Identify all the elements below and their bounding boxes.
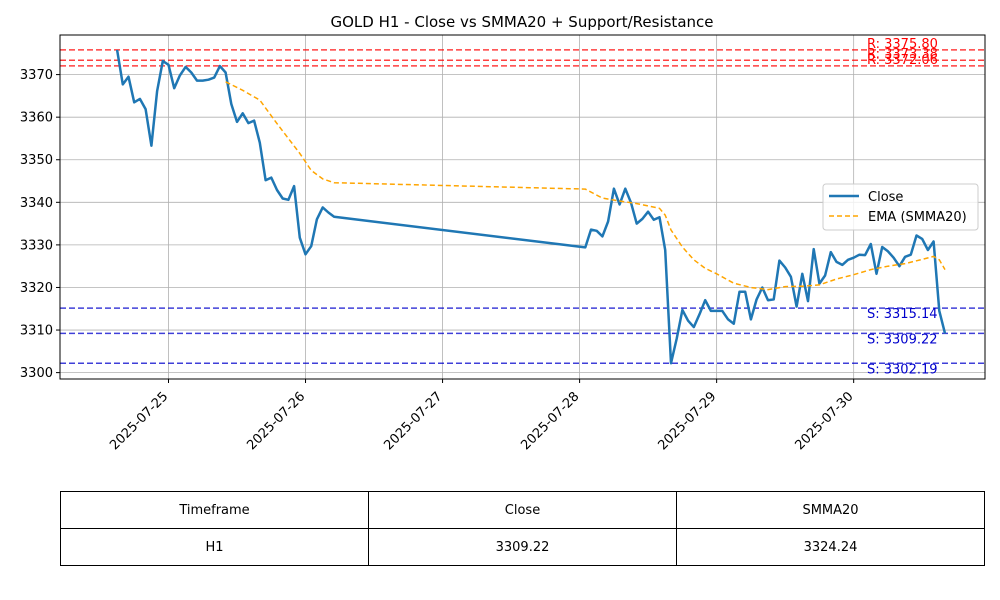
chart: R: 3375.80R: 3373.38R: 3372.06 S: 3315.14… — [0, 0, 1000, 480]
legend-smma-label: EMA (SMMA20) — [868, 210, 967, 225]
table-header-row: Timeframe Close SMMA20 — [60, 491, 985, 529]
series — [115, 49, 947, 365]
legend: Close EMA (SMMA20) — [822, 183, 979, 231]
y-tick-label: 3330 — [20, 238, 53, 253]
table-cell: 3324.24 — [676, 528, 985, 566]
table-cell: H1 — [60, 528, 369, 566]
resistance-label: R: 3372.06 — [867, 53, 938, 68]
table-header-cell: SMMA20 — [676, 491, 985, 529]
support-label: S: 3309.22 — [867, 332, 938, 347]
table-row: H1 3309.22 3324.24 — [60, 528, 985, 566]
table-header-cell: Timeframe — [60, 491, 369, 529]
support-label: S: 3315.14 — [867, 307, 938, 322]
y-tick-label: 3320 — [20, 281, 53, 296]
resistance-label: R: 3373.38 — [867, 47, 938, 62]
table-header-cell: Close — [368, 491, 677, 529]
close-series-line — [115, 49, 947, 365]
support-resistance-lines — [60, 49, 985, 365]
resistance-label: R: 3375.80 — [867, 37, 938, 52]
y-tick-label: 3360 — [20, 111, 53, 126]
y-tick-label: 3350 — [20, 153, 53, 168]
y-tick-label: 3310 — [20, 324, 53, 339]
plot-frame — [59, 34, 986, 380]
legend-box — [822, 183, 979, 231]
legend-close-label: Close — [868, 190, 903, 205]
chart-title: GOLD H1 - Close vs SMMA20 + Support/Resi… — [330, 13, 713, 31]
table-cell: 3309.22 — [368, 528, 677, 566]
y-tick-label: 3300 — [20, 366, 53, 381]
chart-background — [0, 0, 1000, 480]
summary-table: Timeframe Close SMMA20 H1 3309.22 3324.2… — [60, 491, 985, 566]
level-labels: R: 3375.80R: 3373.38R: 3372.06 S: 3315.14… — [867, 37, 938, 377]
y-tick-label: 3340 — [20, 196, 53, 211]
y-tick-label: 3370 — [20, 68, 53, 83]
support-label: S: 3302.19 — [867, 362, 938, 377]
